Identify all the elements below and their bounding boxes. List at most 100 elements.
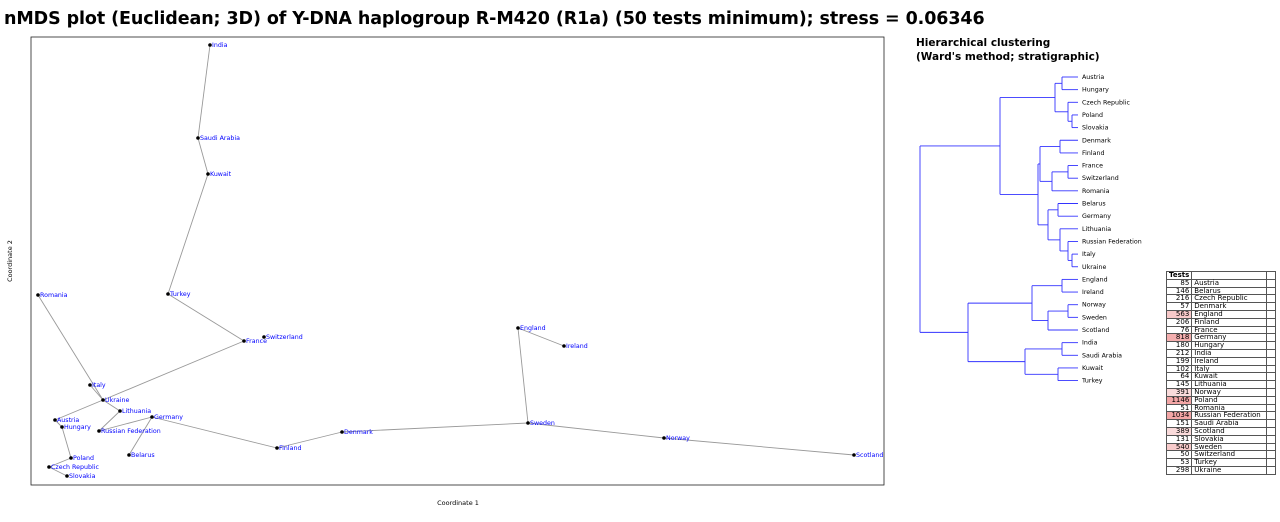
link-poland-czech-republic [48,457,72,468]
tests-country: Slovakia [1191,434,1268,444]
tests-row-austria: 85 Austria [1165,278,1277,288]
tests-extra-cell [1266,442,1277,452]
tests-extra-cell [1266,325,1277,335]
leaf-label-saudi-arabia: Saudi Arabia [1082,352,1122,359]
leaf-label-india: India [1082,340,1098,347]
leaf-label-turkey: Turkey [1081,378,1103,385]
tests-table: Tests 85 Austria 146 Belarus 216 Czech Republ… [1165,271,1277,475]
point-belarus [127,453,131,457]
tests-extra-cell [1266,302,1277,311]
point-switzerland [262,335,266,339]
point-label-denmark: Denmark [344,429,373,436]
point-slovakia [65,474,69,478]
leaf-label-italy: Italy [1082,251,1096,258]
point-label-switzerland: Switzerland [266,334,303,341]
extra-header [1266,271,1277,280]
point-czech-republic [47,465,51,469]
leaf-label-sweden: Sweden [1082,314,1107,321]
link-romania-ukraine [37,294,104,401]
point-russian-federation [97,429,101,433]
point-label-france: France [246,338,267,345]
point-lithuania [118,409,122,413]
point-label-finland: Finland [279,445,302,452]
leaf-label-ireland: Ireland [1082,289,1104,296]
tests-count: 206 [1165,317,1193,327]
link-sweden-norway [527,422,665,439]
dendrogram-title: Hierarchical clustering [916,37,1051,49]
point-poland [69,456,73,460]
link-hungary-poland [61,426,72,459]
point-label-saudi-arabia: Saudi Arabia [200,135,240,142]
tests-country: Austria [1191,278,1268,288]
leaf-label-norway: Norway [1082,302,1106,309]
leaf-label-switzerland: Switzerland [1082,175,1119,182]
point-label-ukraine: Ukraine [105,397,129,404]
leaf-label-finland: Finland [1082,150,1105,157]
point-label-england: England [520,325,546,332]
point-finland [275,446,279,450]
link-germany-belarus [128,416,153,456]
leaf-label-france: France [1082,163,1103,170]
leaf-label-romania: Romania [1082,188,1110,195]
link-czech-republic-slovakia [48,466,68,477]
point-label-belarus: Belarus [131,452,155,459]
tests-extra-cell [1266,465,1277,475]
tests-extra-cell [1266,341,1277,350]
leaf-label-belarus: Belarus [1082,201,1106,208]
leaf-label-slovakia: Slovakia [1082,125,1109,132]
point-label-norway: Norway [666,435,690,442]
tests-extra-cell [1266,278,1277,288]
link-england-ireland [517,327,565,347]
link-turkey-france [167,293,245,342]
plot-area-frame [30,36,885,486]
chart-title: nMDS plot (Euclidean; 3D) of Y-DNA haplo… [4,9,985,29]
tests-country: Poland [1191,395,1268,405]
leaf-label-denmark: Denmark [1082,137,1111,144]
tests-extra-cell [1266,434,1277,444]
link-italy-ukraine [89,384,104,401]
tests-row-ukraine: 298 Ukraine [1165,465,1277,475]
tests-extra-cell [1266,356,1277,366]
mst-links [37,44,855,477]
point-label-scotland: Scotland [856,452,883,459]
leaf-label-scotland: Scotland [1082,327,1109,334]
point-denmark [340,430,344,434]
tests-count: 1146 [1165,395,1193,405]
tests-country: Ireland [1191,356,1268,366]
point-france [242,339,246,343]
link-sweden-england [517,327,529,424]
point-saudi-arabia [196,136,200,140]
tests-count: 85 [1165,278,1193,288]
leaf-label-lithuania: Lithuania [1082,226,1111,233]
point-label-russian-federation: Russian Federation [101,428,161,435]
point-label-hungary: Hungary [64,424,91,431]
data-points: India Saudi Arabia Kuwait Turkey Romania Fran… [36,42,883,480]
link-india-saudi-arabia [197,44,211,139]
x-axis-label: Coordinate 1 [437,499,479,507]
tests-country: Finland [1191,317,1268,327]
tests-table-header-row: Tests [1165,271,1277,280]
tests-extra-cell [1266,294,1277,304]
leaf-label-poland: Poland [1082,112,1103,119]
tests-row-poland: 1146 Poland [1165,395,1277,405]
leaf-label-russian-federation: Russian Federation [1082,238,1142,245]
point-label-slovakia: Slovakia [69,473,96,480]
point-label-india: India [212,42,228,49]
y-axis-label: Coordinate 2 [6,240,14,282]
point-kuwait [206,172,210,176]
tests-count: 131 [1165,434,1193,444]
leaf-label-austria: Austria [1082,74,1104,81]
tests-count: 102 [1165,364,1193,374]
point-label-germany: Germany [154,414,183,421]
tests-extra-cell [1266,286,1277,296]
link-norway-scotland [663,437,855,456]
link-ukraine-austria [54,399,104,421]
point-label-poland: Poland [73,455,94,462]
leaf-label-england: England [1082,276,1108,283]
dendrogram-branches [919,76,1078,382]
point-label-czech-republic: Czech Republic [51,464,99,471]
point-label-turkey: Turkey [169,291,191,298]
link-russian-federation-germany [98,416,153,432]
link-finland-denmark [276,431,343,449]
link-denmark-sweden [341,422,529,433]
